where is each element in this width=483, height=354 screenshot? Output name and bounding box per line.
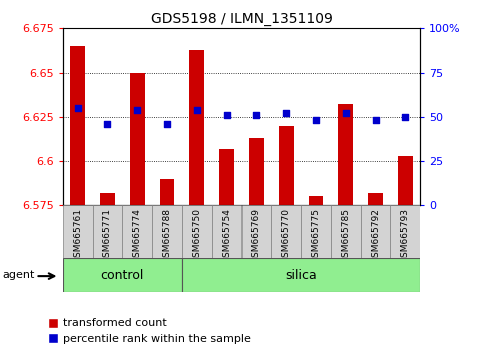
Point [342, 110, 350, 116]
Text: GSM665785: GSM665785 [341, 208, 350, 263]
Title: GDS5198 / ILMN_1351109: GDS5198 / ILMN_1351109 [151, 12, 332, 26]
Point [163, 121, 171, 127]
Text: GSM665750: GSM665750 [192, 208, 201, 263]
Bar [159, 179, 174, 205]
Bar [70, 46, 85, 205]
Text: GSM665774: GSM665774 [133, 208, 142, 263]
Bar [338, 104, 353, 205]
Text: GSM665792: GSM665792 [371, 208, 380, 263]
Bar [219, 149, 234, 205]
Point [282, 110, 290, 116]
Point [193, 107, 201, 113]
Point [133, 107, 141, 113]
Text: GSM665793: GSM665793 [401, 208, 410, 263]
Bar [63, 205, 93, 258]
Point [223, 112, 230, 118]
Text: GSM665761: GSM665761 [73, 208, 82, 263]
Bar [242, 205, 271, 258]
Bar [182, 258, 420, 292]
Bar [331, 205, 361, 258]
Text: GSM665788: GSM665788 [163, 208, 171, 263]
Bar [271, 205, 301, 258]
Text: GSM665771: GSM665771 [103, 208, 112, 263]
Text: GSM665770: GSM665770 [282, 208, 291, 263]
Text: GSM665769: GSM665769 [252, 208, 261, 263]
Point [372, 118, 380, 123]
Text: GSM665754: GSM665754 [222, 208, 231, 263]
Bar [390, 205, 420, 258]
Bar [189, 50, 204, 205]
Bar [152, 205, 182, 258]
Point [401, 114, 409, 120]
Text: control: control [100, 269, 144, 282]
Bar [368, 193, 383, 205]
Bar [100, 193, 115, 205]
Bar [398, 156, 413, 205]
Bar [212, 205, 242, 258]
Bar [63, 258, 182, 292]
Legend: transformed count, percentile rank within the sample: transformed count, percentile rank withi… [44, 314, 256, 348]
Text: silica: silica [285, 269, 317, 282]
Bar [130, 73, 145, 205]
Bar [93, 205, 122, 258]
Point [312, 118, 320, 123]
Bar [361, 205, 390, 258]
Text: GSM665775: GSM665775 [312, 208, 320, 263]
Bar [279, 126, 294, 205]
Point [74, 105, 82, 111]
Bar [249, 138, 264, 205]
Point [104, 121, 112, 127]
Bar [182, 205, 212, 258]
Bar [301, 205, 331, 258]
Bar [309, 196, 324, 205]
Point [253, 112, 260, 118]
Text: agent: agent [2, 270, 35, 280]
Bar [122, 205, 152, 258]
